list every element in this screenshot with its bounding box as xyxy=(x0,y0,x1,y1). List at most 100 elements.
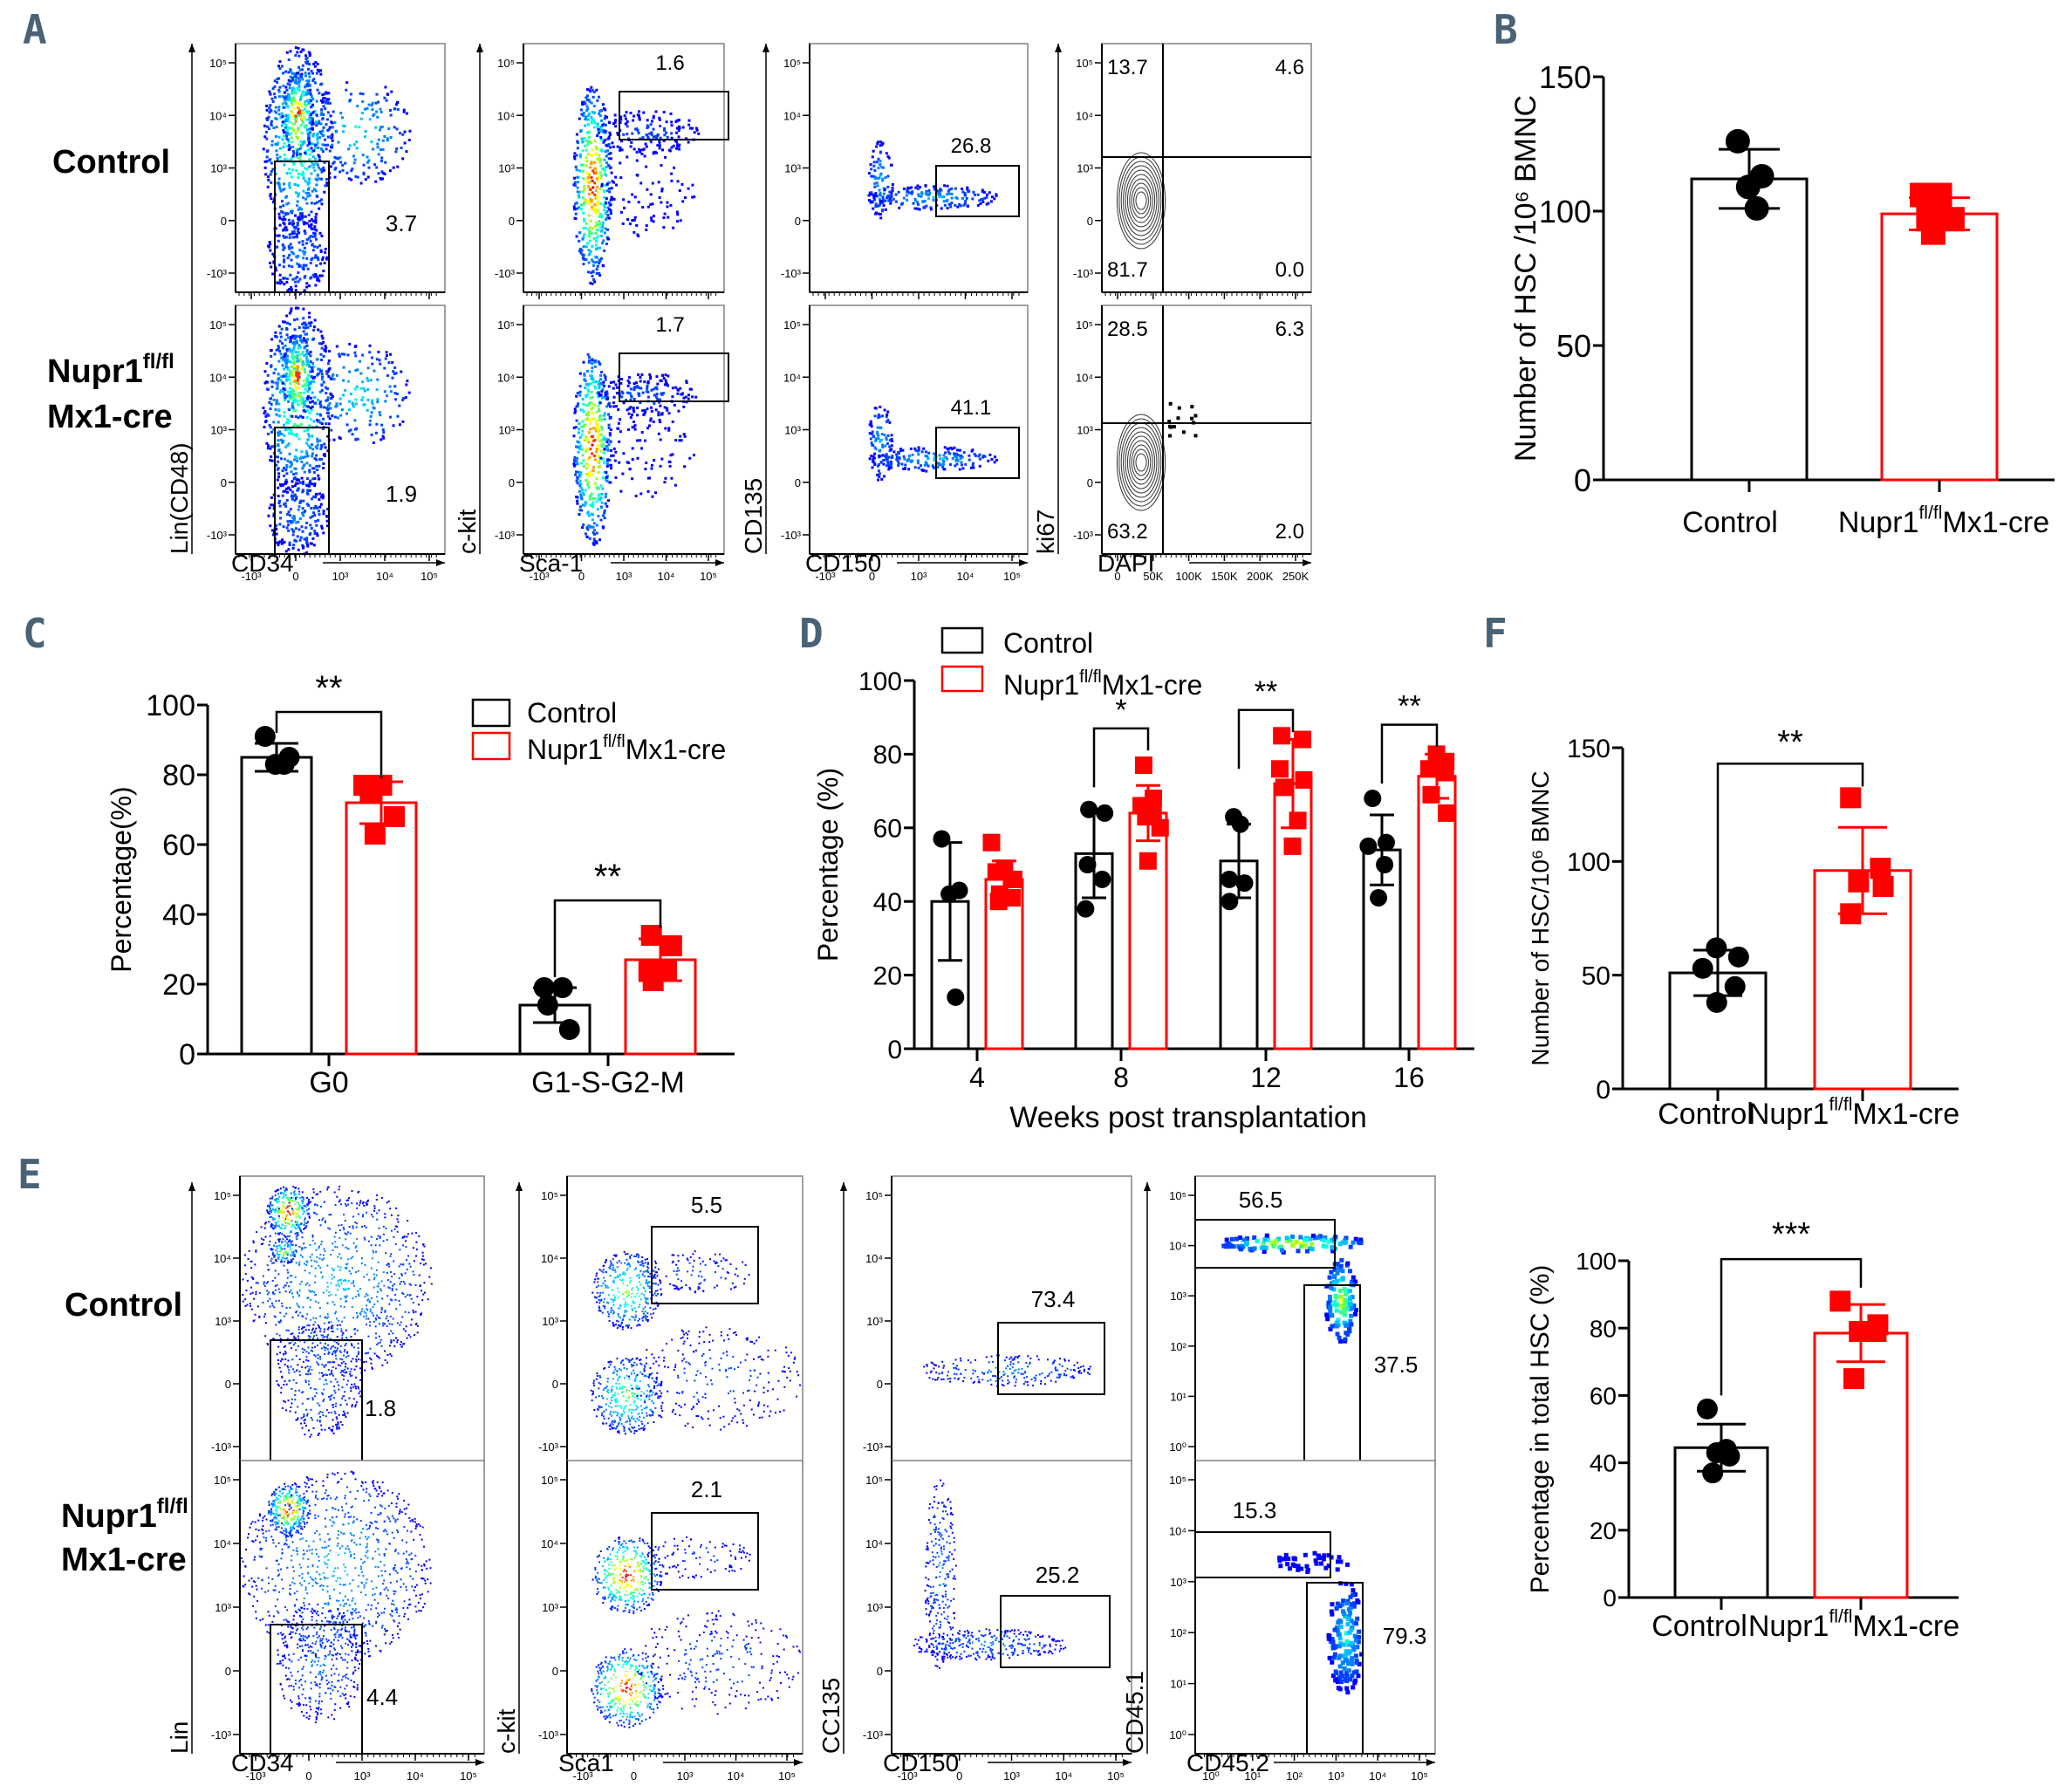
event-dot xyxy=(289,393,292,397)
axis-arrowhead xyxy=(1019,559,1028,566)
event-dot xyxy=(359,359,362,363)
event-dot xyxy=(265,104,269,107)
event-dot xyxy=(322,510,325,513)
event-dot xyxy=(950,187,954,190)
event-dot xyxy=(981,455,985,459)
event-dot xyxy=(660,148,664,152)
event-dot xyxy=(330,1282,332,1284)
event-dot xyxy=(294,527,297,530)
event-dot xyxy=(301,467,304,470)
event-dot xyxy=(269,524,272,528)
event-dot xyxy=(342,379,345,382)
event-dot xyxy=(572,155,576,159)
event-dot xyxy=(313,514,317,517)
event-dot xyxy=(310,106,313,109)
event-dot xyxy=(288,311,291,315)
event-dot xyxy=(348,99,352,102)
event-dot xyxy=(580,509,584,512)
event-dot xyxy=(585,94,589,98)
event-dot xyxy=(641,409,645,413)
event-dot xyxy=(278,155,282,159)
event-dot xyxy=(294,414,297,418)
event-dot xyxy=(321,117,325,120)
event-dot xyxy=(891,455,894,458)
event-dot xyxy=(891,456,894,460)
event-dot xyxy=(326,408,330,412)
event-dot xyxy=(882,192,886,195)
event-dot xyxy=(291,400,295,403)
event-dot xyxy=(665,407,668,410)
event-dot xyxy=(309,350,312,353)
event-dot xyxy=(603,231,606,235)
event-dot xyxy=(270,97,274,100)
event-dot xyxy=(280,65,284,68)
x-tick-label: 250K xyxy=(1282,570,1310,583)
event-dot xyxy=(321,493,325,496)
event-dot xyxy=(932,195,935,199)
x-tick-label: 10⁵ xyxy=(1003,570,1021,583)
event-dot xyxy=(680,393,684,396)
event-dot xyxy=(291,76,294,79)
event-dot xyxy=(319,1315,322,1317)
event-dot xyxy=(978,464,981,468)
event-dot xyxy=(321,427,325,430)
event-dot xyxy=(606,438,610,441)
event-dot xyxy=(375,388,379,392)
event-dot xyxy=(338,352,341,356)
event-dot xyxy=(585,199,589,202)
event-dot xyxy=(933,188,936,191)
event-dot xyxy=(609,203,612,207)
event-dot xyxy=(602,140,605,144)
event-dot xyxy=(267,178,270,181)
event-dot xyxy=(336,1347,338,1350)
event-dot xyxy=(590,374,593,378)
event-dot xyxy=(312,506,316,510)
event-dot xyxy=(310,69,313,72)
event-dot xyxy=(316,88,319,92)
event-dot xyxy=(898,457,901,461)
event-dot xyxy=(652,420,655,423)
event-dot xyxy=(333,1191,336,1194)
event-dot xyxy=(300,476,304,480)
event-dot xyxy=(927,188,931,192)
event-dot xyxy=(313,202,317,205)
event-dot xyxy=(287,244,291,248)
event-dot xyxy=(297,157,301,161)
event-dot xyxy=(311,1253,313,1256)
event-dot xyxy=(311,249,315,252)
event-dot xyxy=(591,244,594,248)
event-dot xyxy=(285,51,289,54)
event-dot xyxy=(279,510,283,514)
event-dot xyxy=(322,97,325,100)
event-dot xyxy=(590,162,593,166)
event-dot xyxy=(288,233,291,236)
event-dot xyxy=(646,124,649,127)
event-dot xyxy=(290,430,293,434)
event-dot xyxy=(622,401,626,405)
panel-label-c: C xyxy=(23,610,47,657)
event-dot xyxy=(315,1249,318,1251)
event-dot xyxy=(868,457,872,461)
event-dot xyxy=(886,154,890,158)
event-dot xyxy=(598,498,602,502)
event-dot xyxy=(368,344,372,347)
event-dot xyxy=(599,382,603,386)
event-dot xyxy=(294,191,297,195)
event-dot xyxy=(576,476,579,480)
event-dot xyxy=(879,200,883,203)
event-dot xyxy=(582,263,585,266)
event-dot xyxy=(995,194,998,197)
event-dot xyxy=(267,444,270,448)
event-dot xyxy=(281,346,284,349)
event-dot xyxy=(305,332,309,336)
event-dot xyxy=(641,148,645,152)
event-dot xyxy=(660,379,663,382)
event-dot xyxy=(883,408,886,412)
event-dot xyxy=(589,448,592,451)
event-dot xyxy=(313,318,317,322)
event-dot xyxy=(582,410,585,414)
event-dot xyxy=(286,390,290,393)
event-dot xyxy=(353,387,357,391)
event-dot xyxy=(297,147,300,151)
event-dot xyxy=(600,396,604,400)
